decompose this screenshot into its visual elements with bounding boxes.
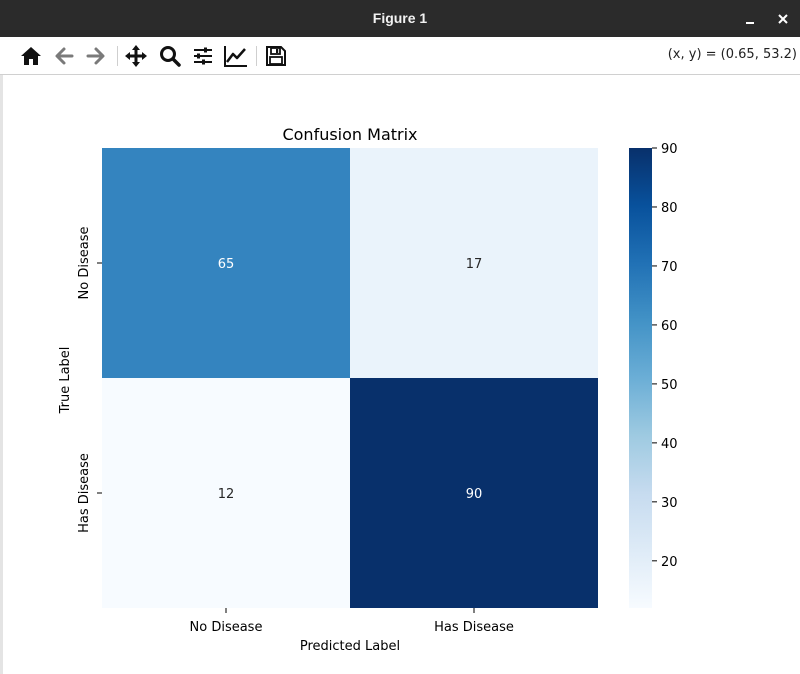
configure-subplots-button[interactable] xyxy=(188,41,218,71)
heatmap-cell xyxy=(102,378,350,608)
save-button[interactable] xyxy=(261,41,291,71)
heatmap-cell xyxy=(102,148,350,378)
cell-value-label: 17 xyxy=(466,257,483,272)
heatmap-cell xyxy=(350,378,598,608)
x-axis-label: Predicted Label xyxy=(300,639,400,654)
forward-icon xyxy=(86,47,105,65)
y-tick-label: Has Disease xyxy=(77,453,92,533)
cell-value-label: 65 xyxy=(218,257,235,272)
subplots-icon xyxy=(194,47,212,65)
colorbar-tick-label: 40 xyxy=(661,437,678,452)
colorbar-tick-label: 70 xyxy=(661,260,678,275)
y-axis-label: True Label xyxy=(58,347,73,415)
x-ticks: No Disease Has Disease xyxy=(190,608,514,635)
window-titlebar: Figure 1 xyxy=(0,0,800,37)
close-button[interactable] xyxy=(770,6,796,32)
colorbar-tick-label: 80 xyxy=(661,201,678,216)
figure-canvas[interactable]: Confusion Matrix Predicted Label True La… xyxy=(0,75,800,674)
back-button[interactable] xyxy=(49,41,79,71)
minimize-icon xyxy=(746,22,754,24)
heatmap-cells: 65 17 12 90 xyxy=(102,148,598,608)
colorbar xyxy=(629,148,652,608)
heatmap-cell xyxy=(350,148,598,378)
cell-value-label: 90 xyxy=(466,487,483,502)
pan-button[interactable] xyxy=(121,41,151,71)
coordinate-readout: (x, y) = (0.65, 53.2) xyxy=(667,47,797,62)
colorbar-tick-label: 50 xyxy=(661,378,678,393)
forward-button[interactable] xyxy=(81,41,111,71)
colorbar-ticks: 20 30 40 50 60 70 80 90 xyxy=(652,142,678,570)
window-title: Figure 1 xyxy=(372,10,428,26)
close-icon xyxy=(778,14,788,24)
colorbar-tick-label: 20 xyxy=(661,555,678,570)
edit-curves-icon xyxy=(224,46,247,67)
colorbar-tick-label: 30 xyxy=(661,496,678,511)
window-left-edge xyxy=(0,75,3,674)
x-tick-label: No Disease xyxy=(190,620,263,635)
cell-value-label: 12 xyxy=(218,487,235,502)
home-icon xyxy=(21,47,41,65)
zoom-icon xyxy=(160,46,181,67)
pan-icon xyxy=(125,45,147,67)
save-icon xyxy=(266,46,286,66)
home-button[interactable] xyxy=(16,41,46,71)
navigation-toolbar: (x, y) = (0.65, 53.2) xyxy=(0,37,800,75)
toolbar-separator xyxy=(256,46,257,66)
zoom-button[interactable] xyxy=(155,41,185,71)
y-ticks: No Disease Has Disease xyxy=(77,227,102,533)
toolbar-separator xyxy=(117,46,118,66)
x-tick-label: Has Disease xyxy=(434,620,514,635)
edit-axis-button[interactable] xyxy=(221,41,251,71)
chart-title: Confusion Matrix xyxy=(282,125,417,144)
back-icon xyxy=(55,47,74,65)
colorbar-tick-label: 90 xyxy=(661,142,678,157)
y-tick-label: No Disease xyxy=(77,227,92,300)
confusion-matrix-chart: Confusion Matrix Predicted Label True La… xyxy=(58,125,678,654)
minimize-button[interactable] xyxy=(737,6,763,32)
colorbar-tick-label: 60 xyxy=(661,319,678,334)
